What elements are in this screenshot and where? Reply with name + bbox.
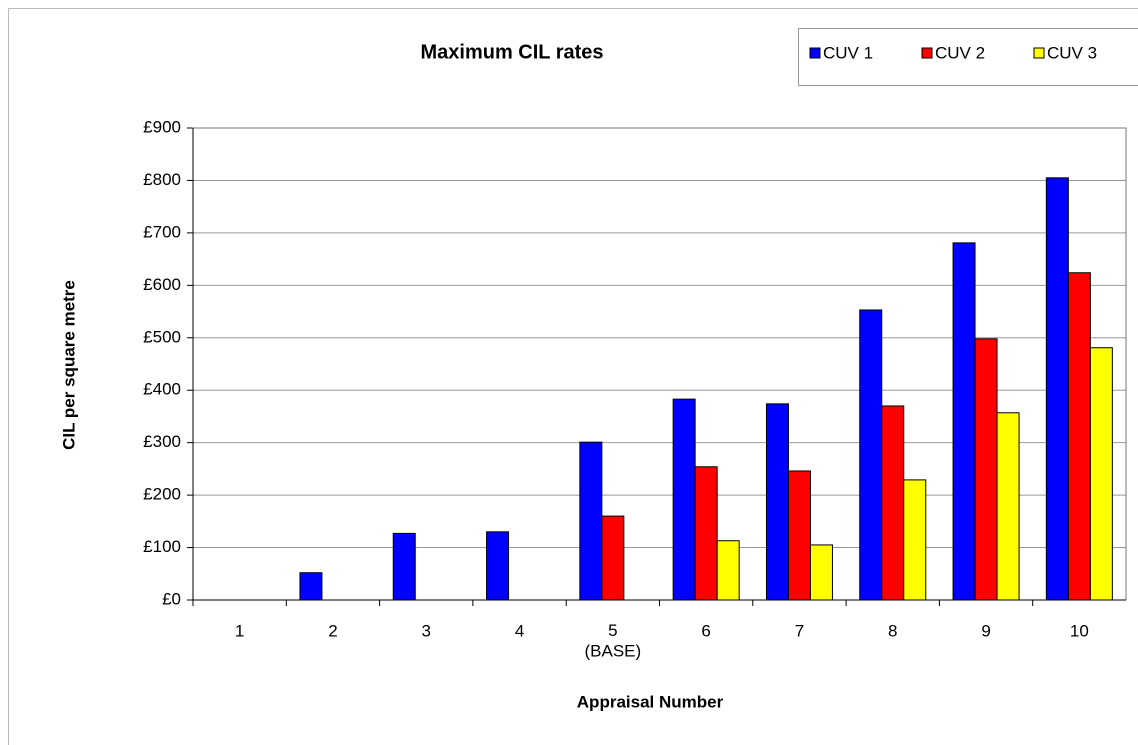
x-tick-label: 7 xyxy=(795,621,804,640)
x-tick-label: 9 xyxy=(981,621,990,640)
y-tick-label: £400 xyxy=(143,380,181,399)
y-tick-label: £0 xyxy=(162,589,181,608)
legend-label: CUV 1 xyxy=(823,43,873,62)
chart-title: Maximum CIL rates xyxy=(420,41,603,63)
y-axis-label: CIL per square metre xyxy=(59,280,78,450)
bar xyxy=(809,544,833,601)
x-tick-label: 1 xyxy=(235,621,244,640)
x-tick-label: 8 xyxy=(888,621,897,640)
bar xyxy=(952,242,976,601)
bar xyxy=(787,470,811,601)
bar xyxy=(859,309,883,601)
bar xyxy=(392,532,416,601)
legend-label: CUV 3 xyxy=(1047,43,1097,62)
bar xyxy=(1089,347,1113,601)
x-tick-label: 6 xyxy=(701,621,710,640)
x-axis-label: Appraisal Number xyxy=(577,692,724,711)
bar xyxy=(903,479,927,601)
bar xyxy=(716,540,740,601)
bar xyxy=(486,531,510,601)
bar xyxy=(765,403,789,601)
y-tick-label: £900 xyxy=(143,117,181,136)
legend-swatch xyxy=(921,47,933,59)
y-tick-label: £100 xyxy=(143,537,181,556)
bar xyxy=(672,398,696,601)
bar xyxy=(601,515,625,601)
x-tick-label: 2 xyxy=(328,621,337,640)
y-tick-label: £600 xyxy=(143,275,181,294)
bar xyxy=(881,405,905,601)
y-tick-label: £200 xyxy=(143,485,181,504)
y-tick-label: £500 xyxy=(143,327,181,346)
y-tick-label: £800 xyxy=(143,170,181,189)
y-tick-label: £700 xyxy=(143,222,181,241)
x-tick-label: 4 xyxy=(515,621,524,640)
bar xyxy=(974,338,998,601)
y-tick-label: £300 xyxy=(143,432,181,451)
bar xyxy=(1067,272,1091,601)
chart-border xyxy=(8,8,1138,745)
bar xyxy=(694,466,718,601)
bar xyxy=(996,412,1020,601)
legend-box xyxy=(798,28,1138,86)
x-tick-label: 3 xyxy=(422,621,431,640)
bar xyxy=(299,572,323,601)
legend-label: CUV 2 xyxy=(935,43,985,62)
legend-swatch xyxy=(1033,47,1045,59)
x-tick-label: 5 (BASE) xyxy=(585,621,642,660)
legend-swatch xyxy=(809,47,821,59)
bar xyxy=(1045,177,1069,601)
x-tick-label: 10 xyxy=(1070,621,1089,640)
bar xyxy=(579,441,603,601)
